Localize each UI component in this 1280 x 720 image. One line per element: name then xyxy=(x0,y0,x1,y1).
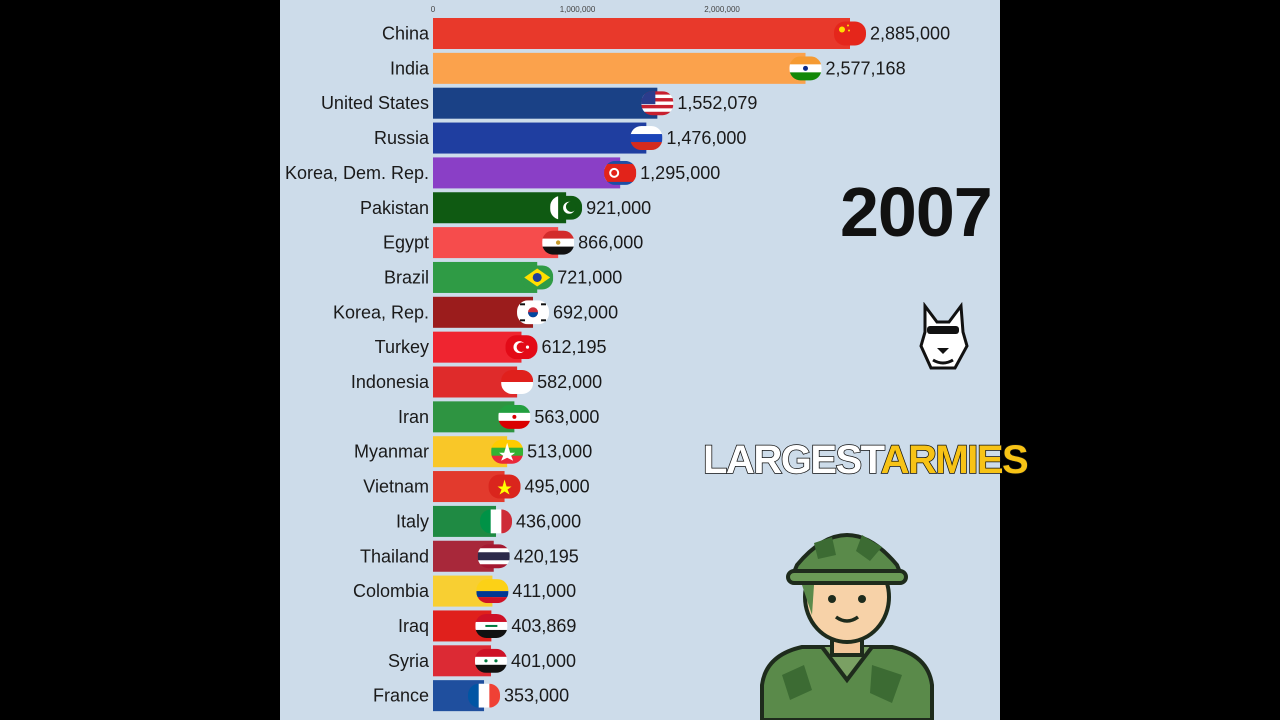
category-label: China xyxy=(382,24,430,44)
brazil-flag-icon xyxy=(521,265,554,290)
myanmar-flag-icon xyxy=(491,439,524,464)
x-tick-label: 1,000,000 xyxy=(560,5,596,14)
year-label: 2007 xyxy=(840,173,993,251)
x-tick-label: 2,000,000 xyxy=(704,5,740,14)
value-label: 1,476,000 xyxy=(666,128,746,148)
pakistan-flag-icon xyxy=(550,195,583,220)
category-label: Iran xyxy=(398,407,429,427)
value-label: 403,869 xyxy=(511,616,576,636)
bar xyxy=(433,18,850,49)
headline-word-largest: LARGEST xyxy=(702,437,883,483)
bar xyxy=(433,122,647,154)
bar xyxy=(433,87,658,119)
category-label: Turkey xyxy=(375,337,429,357)
iran-flag-icon xyxy=(498,404,531,429)
value-label: 411,000 xyxy=(512,581,576,601)
india-flag-icon xyxy=(789,56,822,81)
value-label: 420,195 xyxy=(514,546,579,566)
indonesia-flag-icon xyxy=(501,370,534,394)
headline: LARGESTARMIES xyxy=(702,437,1030,483)
category-label: France xyxy=(373,686,429,706)
value-label: 513,000 xyxy=(527,442,592,462)
category-label: Korea, Dem. Rep. xyxy=(285,163,429,183)
france-flag-icon xyxy=(468,683,501,708)
category-label: Colombia xyxy=(353,581,430,601)
value-label: 582,000 xyxy=(537,372,602,392)
bar-chart: 0 1,000,000 2,000,000 China 2,885,000 India 2,… xyxy=(285,5,950,712)
value-label: 2,577,168 xyxy=(826,58,906,78)
category-label: United States xyxy=(321,93,429,113)
china-flag-icon xyxy=(834,21,866,46)
value-label: 866,000 xyxy=(578,233,643,253)
value-label: 563,000 xyxy=(534,407,599,427)
category-label: Pakistan xyxy=(360,198,429,218)
category-label: Iraq xyxy=(398,616,429,636)
value-label: 921,000 xyxy=(586,198,651,218)
value-label: 612,195 xyxy=(541,337,606,357)
category-label: Egypt xyxy=(383,233,429,253)
x-tick-label: 0 xyxy=(431,5,436,14)
category-label: Italy xyxy=(396,511,429,531)
colombia-flag-icon xyxy=(476,579,509,604)
value-label: 436,000 xyxy=(516,511,581,531)
headline-word-armies: ARMIES xyxy=(880,437,1030,483)
usa-flag-icon xyxy=(641,91,674,116)
category-label: Thailand xyxy=(360,546,429,566)
north-korea-flag-icon xyxy=(604,160,637,185)
bar xyxy=(433,52,806,84)
category-label: Indonesia xyxy=(351,372,430,392)
value-label: 1,295,000 xyxy=(640,163,720,183)
value-label: 401,000 xyxy=(511,651,576,671)
value-label: 495,000 xyxy=(525,477,590,497)
italy-flag-icon xyxy=(480,509,513,534)
category-label: Syria xyxy=(388,651,430,671)
syria-flag-icon xyxy=(474,648,507,673)
value-label: 721,000 xyxy=(557,267,622,287)
category-label: Russia xyxy=(374,128,430,148)
bar xyxy=(433,227,559,259)
category-label: Korea, Rep. xyxy=(333,302,429,322)
iraq-flag-icon xyxy=(475,613,508,638)
bar xyxy=(433,296,534,328)
egypt-flag-icon xyxy=(542,230,575,255)
bar xyxy=(433,192,567,224)
category-label: India xyxy=(390,58,430,78)
bar xyxy=(433,261,538,293)
value-label: 692,000 xyxy=(553,302,618,322)
chart-panel: 0 1,000,000 2,000,000 China 2,885,000 India 2,… xyxy=(280,0,1000,720)
russia-flag-icon xyxy=(630,126,663,151)
soldier-illustration-icon xyxy=(760,533,934,720)
category-label: Myanmar xyxy=(354,442,429,462)
south-korea-flag-icon xyxy=(517,300,550,325)
value-label: 353,000 xyxy=(504,686,569,706)
value-label: 1,552,079 xyxy=(677,93,757,113)
category-label: Brazil xyxy=(384,267,429,287)
thailand-flag-icon xyxy=(477,544,510,569)
bar xyxy=(433,157,621,189)
category-label: Vietnam xyxy=(363,477,429,497)
turkey-flag-icon xyxy=(505,335,538,360)
value-label: 2,885,000 xyxy=(870,24,950,44)
wolf-sunglasses-logo-icon xyxy=(919,302,969,370)
vietnam-flag-icon xyxy=(488,474,521,499)
